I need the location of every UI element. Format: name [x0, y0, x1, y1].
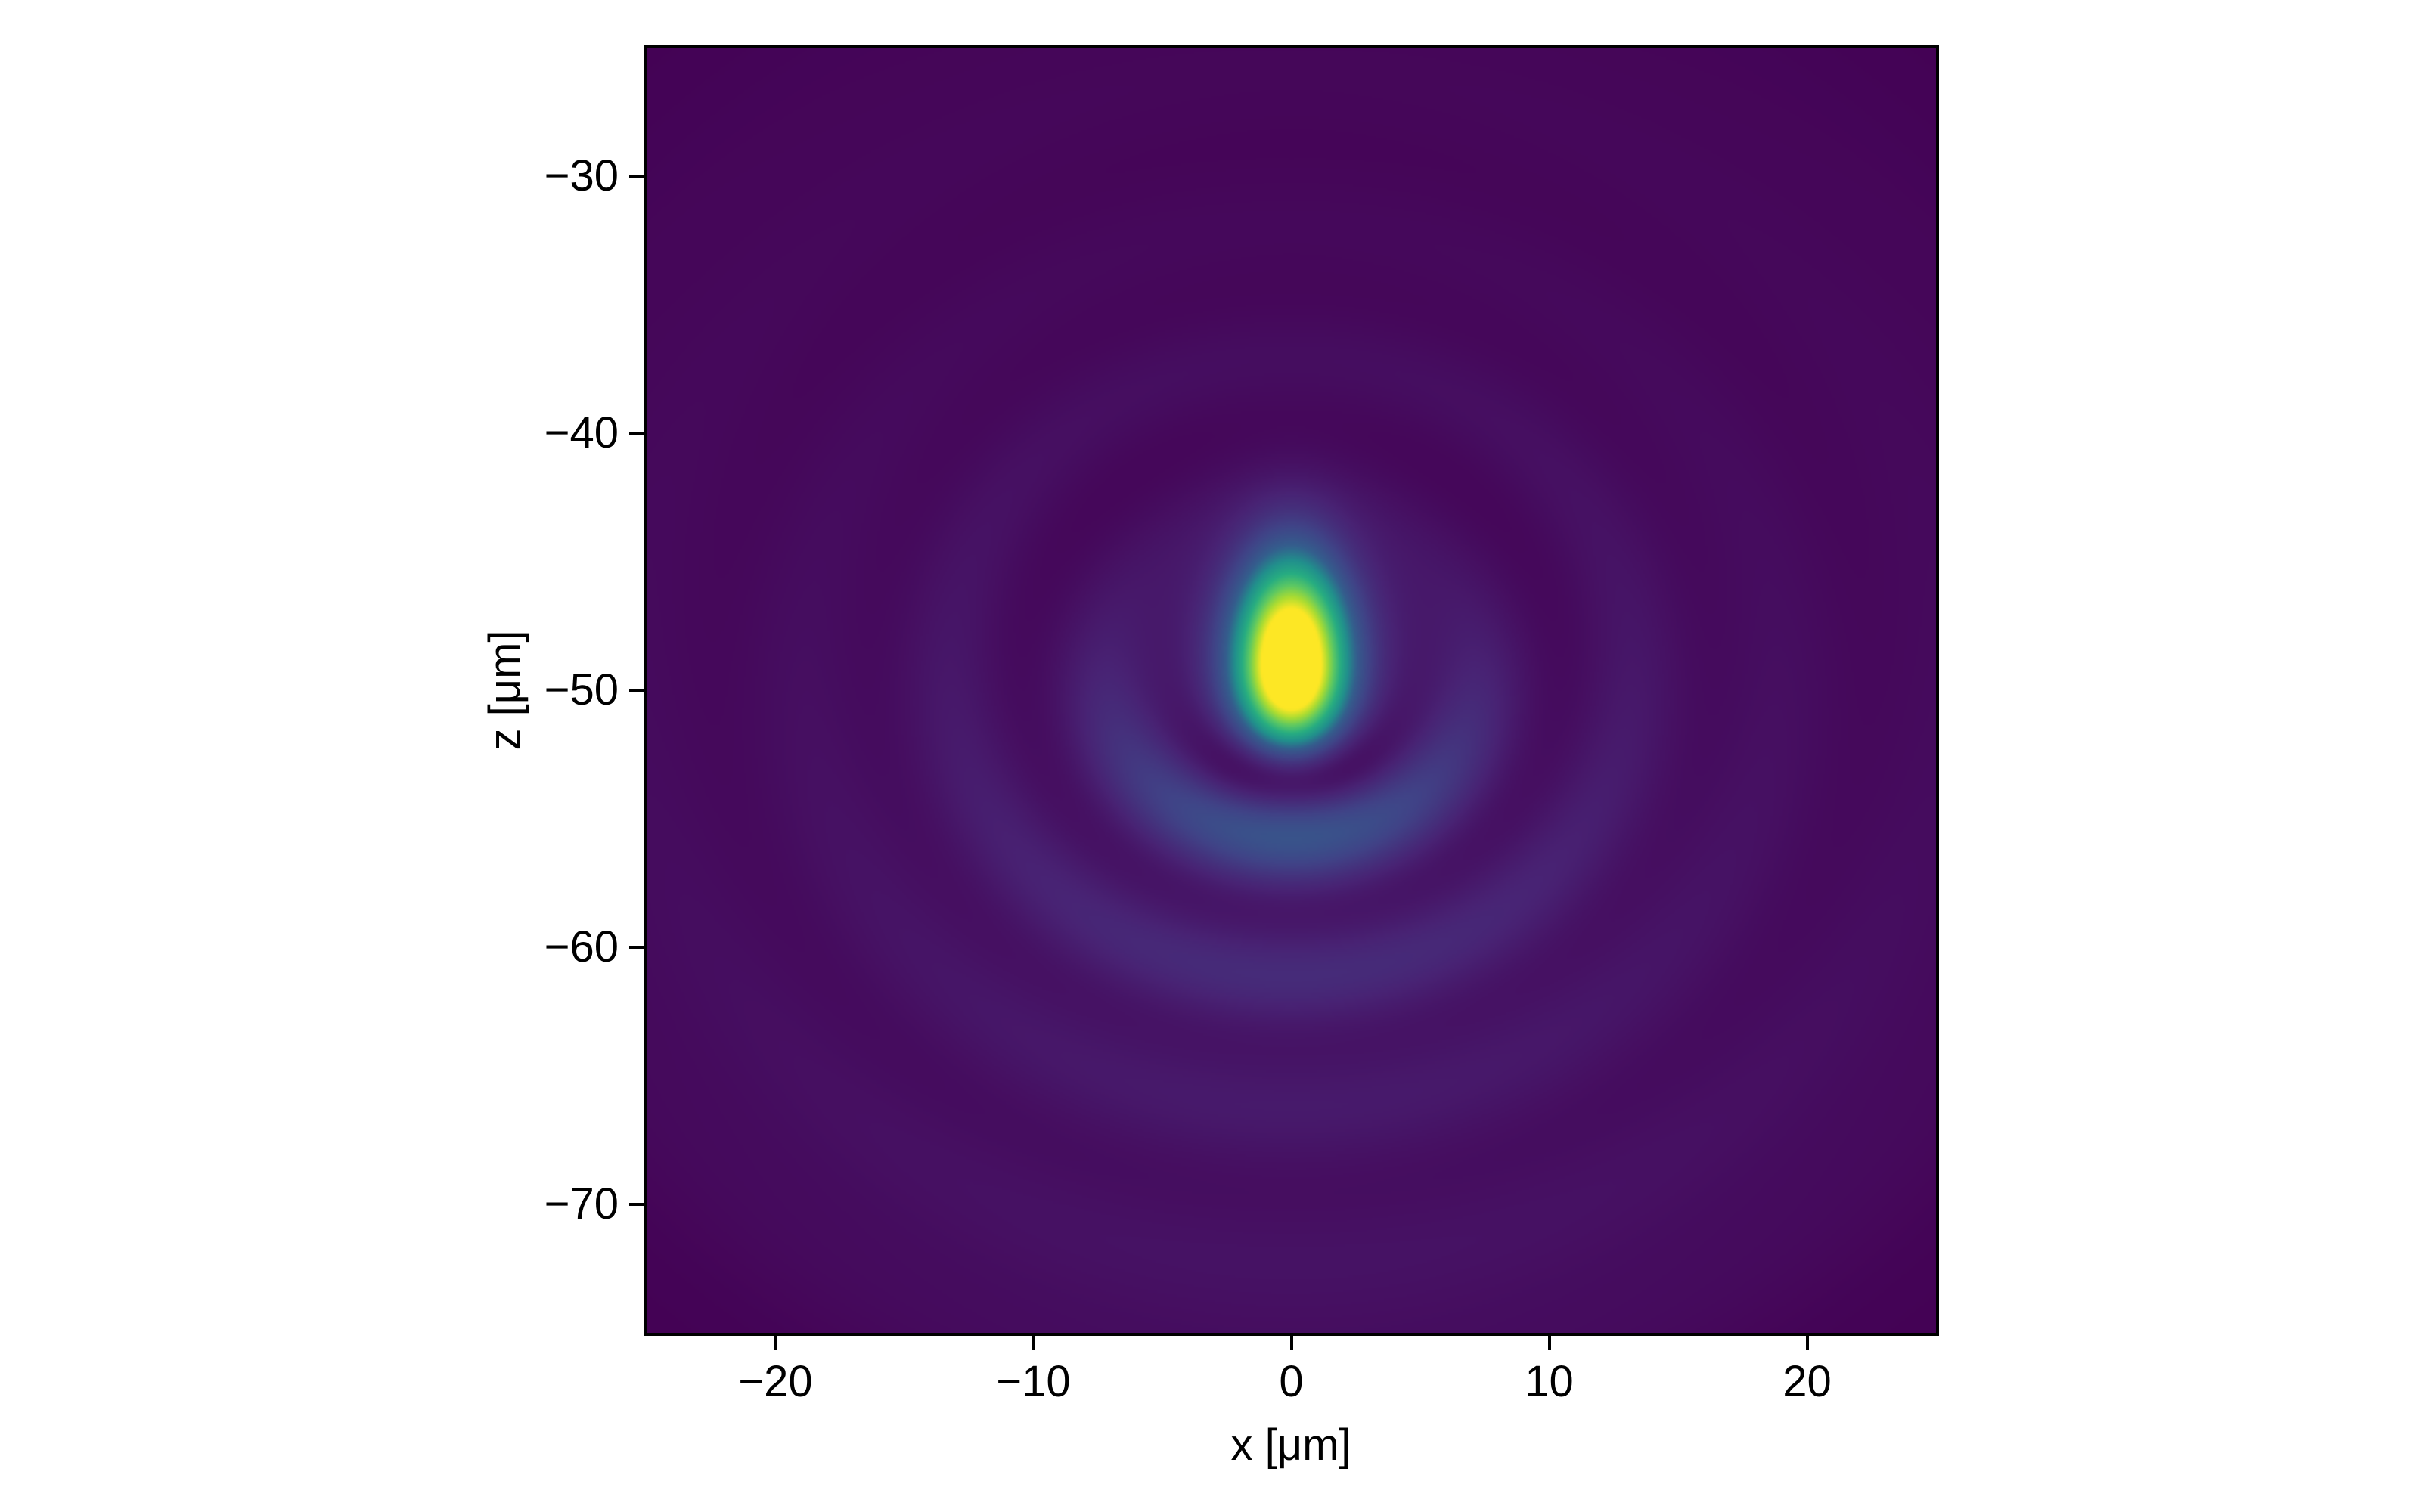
plot-area	[644, 45, 1939, 1336]
x-tick-mark	[1289, 1336, 1293, 1350]
x-tick-mark	[1032, 1336, 1035, 1350]
heatmap-canvas	[647, 48, 1936, 1333]
x-tick-label: 10	[1525, 1357, 1574, 1406]
x-tick-label: −10	[996, 1357, 1071, 1406]
y-tick-label: −30	[544, 151, 619, 200]
x-tick-mark	[1547, 1336, 1551, 1350]
y-tick-label: −40	[544, 408, 619, 457]
y-tick-label: −60	[544, 922, 619, 971]
y-axis-label: z [μm]	[480, 630, 529, 751]
y-tick-mark	[629, 946, 644, 949]
x-tick-label: 0	[1279, 1357, 1304, 1406]
y-tick-mark	[629, 689, 644, 692]
y-tick-mark	[629, 1203, 644, 1206]
y-tick-mark	[629, 432, 644, 435]
y-tick-mark	[629, 175, 644, 178]
x-tick-label: −20	[738, 1357, 813, 1406]
x-tick-label: 20	[1782, 1357, 1832, 1406]
x-tick-mark	[774, 1336, 777, 1350]
x-axis-label: x [μm]	[1230, 1421, 1351, 1470]
x-tick-mark	[1805, 1336, 1809, 1350]
y-tick-label: −50	[544, 665, 619, 714]
y-tick-label: −70	[544, 1179, 619, 1228]
